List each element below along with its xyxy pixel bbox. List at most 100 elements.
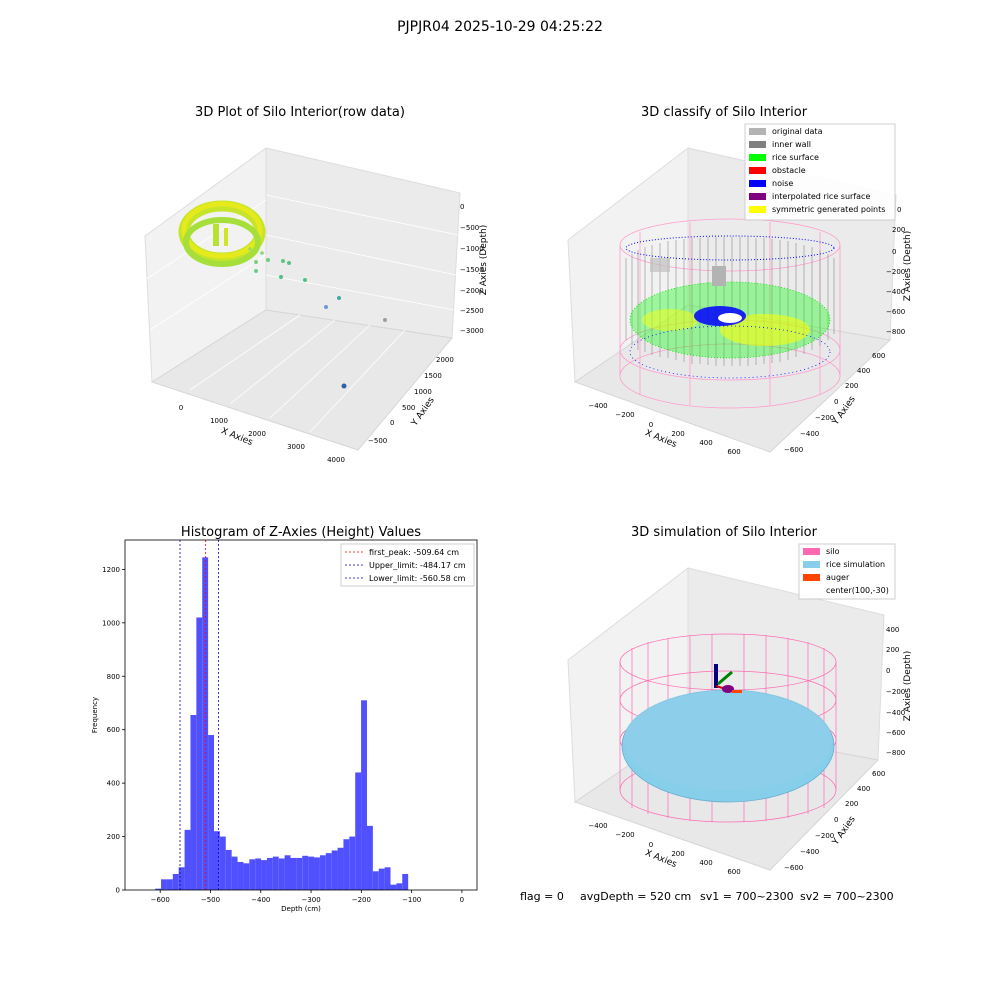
classify-ytick: 200	[845, 382, 858, 390]
raw-xtick: 2000	[248, 430, 266, 438]
histogram-bar	[355, 772, 362, 890]
histogram-y-ticks: 0 200 400 600 800 1000 1200	[102, 566, 125, 895]
simulation-xtick: −400	[588, 822, 607, 830]
legend-swatch	[749, 128, 766, 135]
histogram-bar	[178, 867, 185, 890]
histogram-ylabel: Frequency	[91, 697, 99, 733]
histogram-bar	[296, 857, 303, 890]
simulation-ytick: 0	[834, 816, 838, 824]
legend-swatch	[803, 574, 820, 581]
simulation-ztick: −200	[886, 688, 905, 696]
histogram-bar	[396, 883, 403, 890]
histogram-bar	[361, 700, 367, 890]
classify-xtick: 0	[649, 421, 653, 429]
legend-label: noise	[772, 179, 793, 188]
classify-ztick: −800	[886, 328, 905, 336]
simulation-zlabel: Z Axies (Depth)	[903, 651, 913, 722]
raw-ztick: −1500	[460, 266, 484, 274]
histogram-bar	[184, 829, 191, 890]
simulation-xtick: 0	[649, 841, 653, 849]
simulation-ztick: −800	[886, 749, 905, 757]
simulation-ztick: 200	[886, 646, 899, 654]
histogram-bar	[237, 861, 244, 890]
classify-xtick: 400	[699, 439, 712, 447]
classify-xtick: −200	[615, 411, 634, 419]
y-tick-label: 1200	[102, 566, 120, 574]
simulation-ytick: 200	[845, 800, 858, 808]
classify-ztick: −400	[886, 288, 905, 296]
raw-outlier-points	[248, 247, 387, 389]
footer-avg-depth: avgDepth = 520 cm	[580, 890, 691, 903]
histogram-bar	[325, 853, 332, 890]
raw-zlabel: Z Axies (Depth)	[479, 225, 489, 296]
raw-ytick: −500	[368, 437, 387, 445]
classify-ytick: −200	[815, 414, 834, 422]
histogram-bar	[278, 858, 285, 890]
histogram-bar	[402, 873, 409, 890]
panel-raw-title: 3D Plot of Silo Interior(row data)	[195, 105, 405, 120]
figure-suptitle: PJPJR04 2025-10-29 04:25:22	[397, 19, 603, 35]
legend-label: obstacle	[772, 166, 806, 175]
raw-xtick: 0	[179, 404, 183, 412]
histogram-bar	[208, 735, 215, 890]
raw-ztick: −500	[460, 224, 479, 232]
raw-ytick: 1000	[414, 388, 432, 396]
histogram-bar	[266, 857, 273, 890]
histogram-bar	[284, 855, 291, 890]
histogram-bar	[290, 857, 297, 890]
x-tick-label: −600	[151, 896, 170, 904]
footer-flag: flag = 0	[520, 890, 564, 903]
histogram-bar	[378, 868, 385, 890]
histogram-bar	[319, 855, 326, 890]
histogram-bar	[390, 884, 397, 890]
classify-legend: original data inner wall rice surface ob…	[744, 123, 896, 221]
simulation-xtick: 200	[671, 850, 684, 858]
histogram-bar	[196, 617, 203, 890]
legend-label: silo	[826, 547, 840, 556]
legend-label: center(100,-30)	[826, 586, 889, 595]
classify-ztick: 200	[892, 226, 905, 234]
y-tick-label: 800	[107, 673, 120, 681]
histogram-bar	[308, 856, 315, 890]
simulation-ztick: −400	[886, 709, 905, 717]
y-tick-label: 400	[107, 780, 120, 788]
raw-ztick: −2000	[460, 287, 484, 295]
raw-ztick: −2500	[460, 307, 484, 315]
simulation-ytick: 400	[857, 785, 870, 793]
simulation-xtick: 600	[727, 868, 740, 876]
footer-sv2: sv2 = 700~2300	[800, 890, 894, 903]
raw-ytick: 1500	[424, 372, 442, 380]
raw-ytick: 0	[390, 419, 394, 427]
legend-swatch	[749, 154, 766, 161]
histogram-xlabel: Depth (cm)	[281, 905, 321, 913]
histogram-title: Histogram of Z-Axies (Height) Values	[181, 525, 421, 540]
panel-histogram: Histogram of Z-Axies (Height) Values −60…	[91, 525, 478, 913]
histogram-bar	[384, 867, 391, 890]
legend-label: first_peak: -509.64 cm	[369, 548, 459, 557]
pane-back	[265, 147, 461, 339]
simulation-title: 3D simulation of Silo Interior	[631, 525, 818, 540]
simulation-auger	[714, 664, 742, 693]
histogram-bar	[161, 879, 167, 890]
raw-ytick: 2000	[436, 356, 454, 364]
raw-ztick: 0	[460, 203, 464, 211]
histogram-bar	[243, 863, 250, 890]
simulation-xtick: 400	[699, 859, 712, 867]
panel-simulation-3d: 3D simulation of Silo Interior −	[567, 525, 913, 876]
histogram-bar	[349, 836, 356, 890]
classify-ytick: 0	[834, 398, 838, 406]
histogram-bar	[314, 857, 320, 890]
x-tick-label: 0	[460, 896, 464, 904]
legend-label: original data	[772, 127, 823, 136]
raw-ring-cluster	[178, 200, 266, 267]
histogram-bar	[190, 715, 197, 890]
histogram-bar	[219, 836, 226, 890]
histogram-bar	[302, 855, 309, 890]
classify-zlabel: Z Axies (Depth)	[903, 231, 913, 302]
simulation-ztick: 400	[886, 626, 899, 634]
histogram-bar	[166, 879, 173, 890]
panel-raw-3d: 3D Plot of Silo Interior(row data)	[144, 105, 489, 464]
simulation-ztick: −600	[886, 729, 905, 737]
classify-xtick: −400	[588, 402, 607, 410]
legend-label: symmetric generated points	[772, 205, 885, 214]
